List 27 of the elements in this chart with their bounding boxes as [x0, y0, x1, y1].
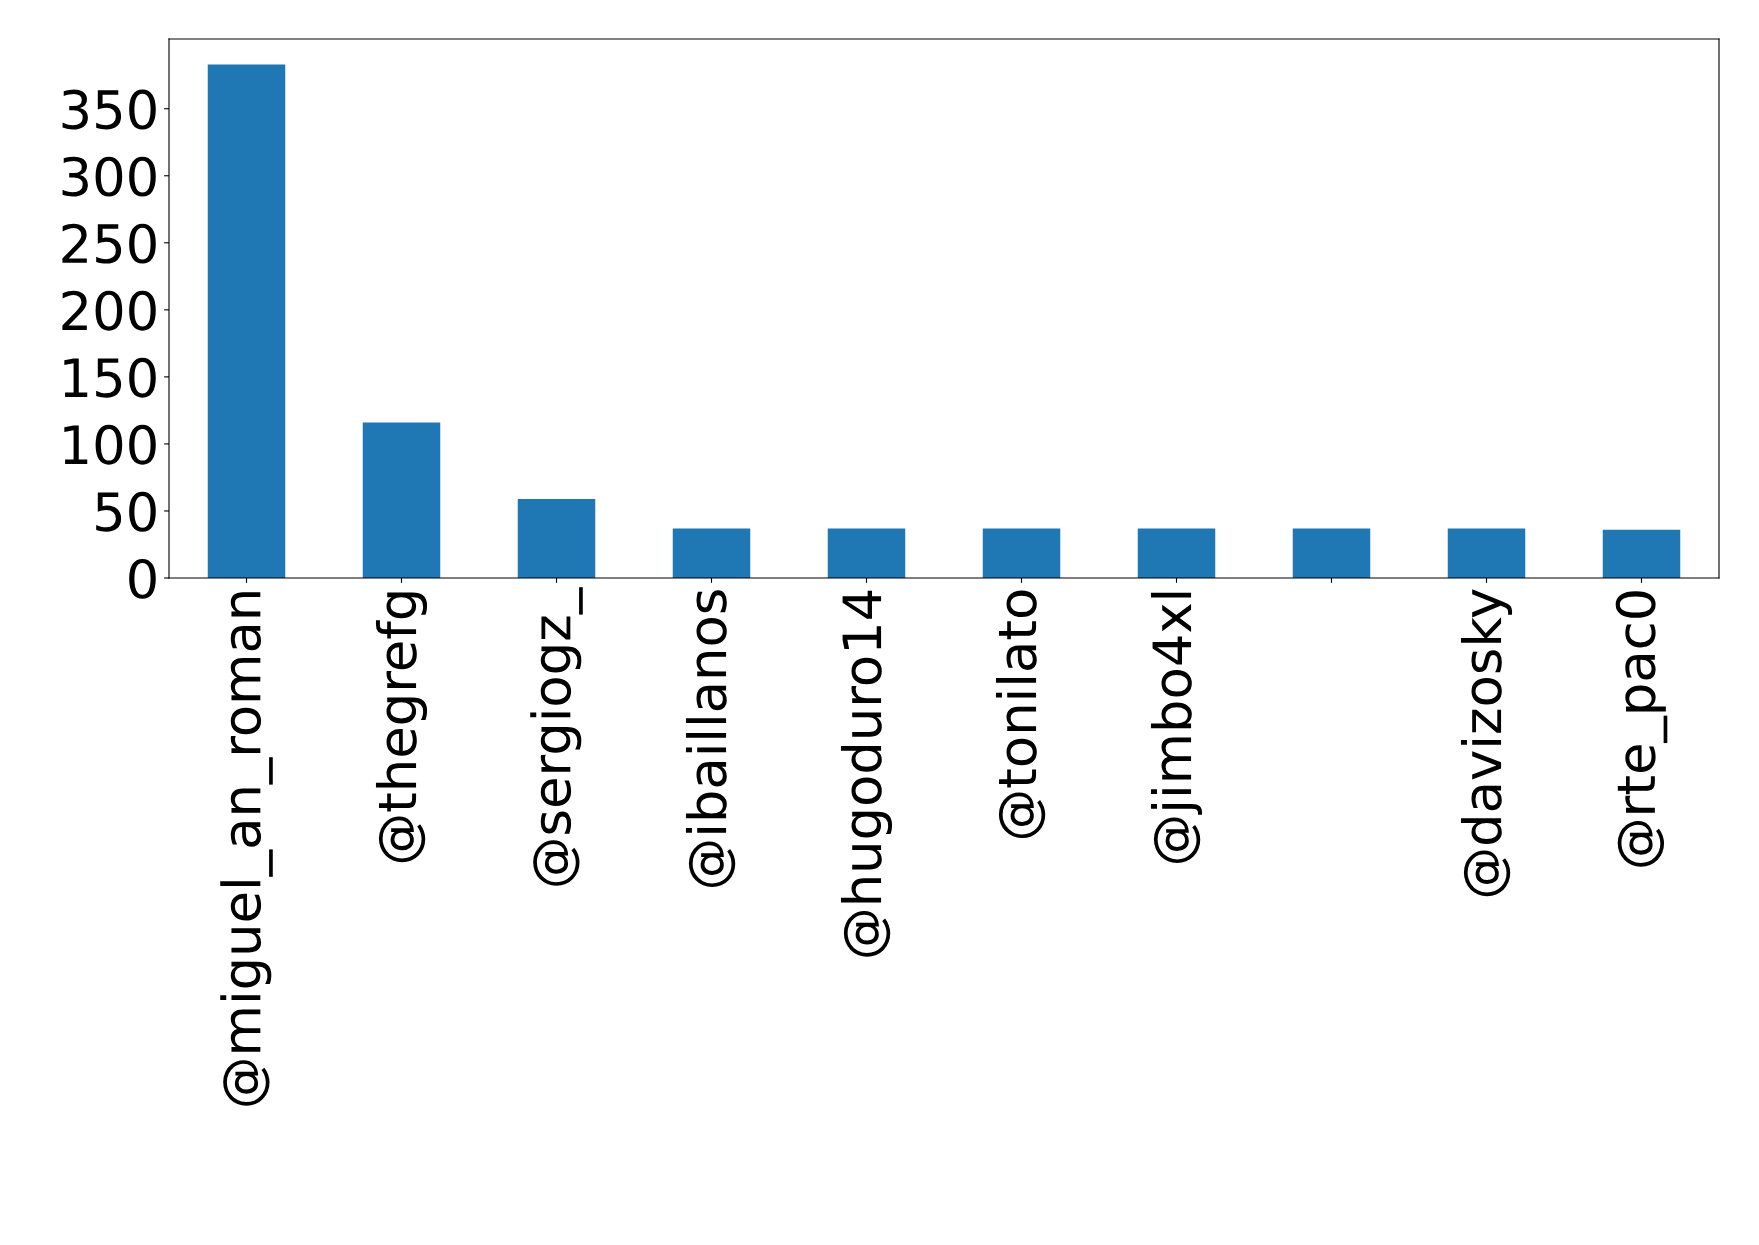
- bar: [1447, 528, 1526, 578]
- bar: [517, 498, 596, 578]
- bar: [1602, 529, 1681, 578]
- bar: [827, 528, 906, 578]
- x-tick-label: @ibaillanos: [685, 590, 736, 888]
- x-tick-label: @thegrefg: [375, 592, 428, 863]
- x-tick-label: @sergiogz_: [530, 587, 583, 886]
- bar: [207, 64, 286, 578]
- y-tick-label: 150: [64, 357, 156, 398]
- y-tick-label: 200: [62, 290, 156, 331]
- bar: [362, 422, 441, 578]
- x-tick-label: @tonilato: [995, 590, 1046, 839]
- bar: [1292, 528, 1371, 578]
- x-tick-label: @jimbo4xl: [1150, 592, 1203, 864]
- x-tick-label: @miguel_an_roman: [220, 592, 273, 1106]
- bar: [982, 528, 1061, 578]
- y-tick-label: 300: [62, 156, 156, 197]
- y-tick-label: 350: [62, 89, 156, 130]
- y-tick-label: 0: [129, 558, 156, 599]
- x-tick-label: @davizosky: [1460, 589, 1513, 897]
- x-tick-label: @rte_pac0: [1615, 591, 1668, 867]
- y-tick-label: 100: [64, 424, 156, 465]
- x-tick-label: @hugoduro14: [840, 590, 893, 957]
- y-tick-label: 250: [62, 223, 156, 264]
- bar: [1137, 528, 1216, 578]
- bar: [672, 528, 751, 578]
- y-tick-label: 50: [96, 491, 156, 532]
